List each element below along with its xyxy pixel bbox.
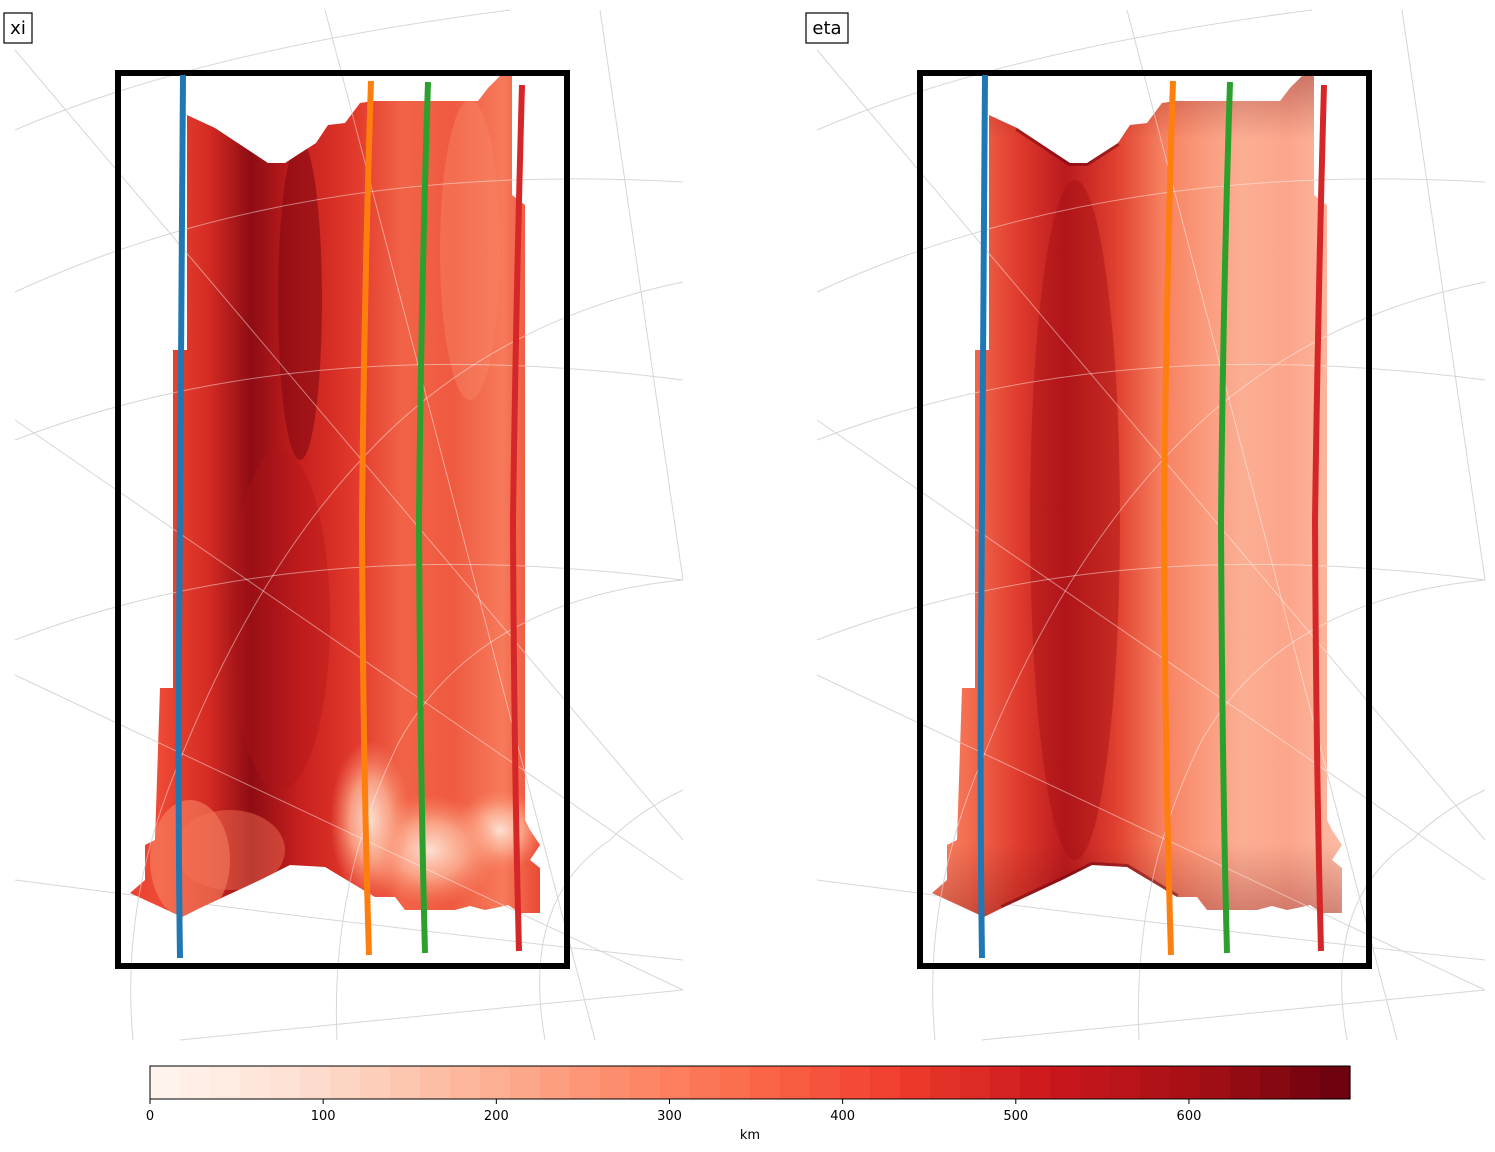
colorbar-tick-label: 200 (484, 1109, 509, 1124)
colorbar-cell (690, 1066, 721, 1099)
colorbar-cell (660, 1066, 691, 1099)
line-orange-eta (1160, 80, 1176, 956)
colorbar-cell (150, 1066, 181, 1099)
colorbar-cell (990, 1066, 1021, 1099)
line-blue-eta (977, 74, 988, 959)
colorbar-ticks: 0 100 200 300 400 500 600 (146, 1099, 1202, 1124)
colorbar-cell (360, 1066, 391, 1099)
panel-label-box-xi (3, 12, 33, 44)
colorbar-cell (900, 1066, 931, 1099)
colorbar: 0 100 200 300 400 500 600 km (146, 1065, 1351, 1143)
contour-field-eta (932, 76, 1342, 917)
contour-field-xi (130, 76, 540, 917)
colorbar-cell (480, 1066, 511, 1099)
colorbar-cell (270, 1066, 301, 1099)
colorbar-tick-label: 100 (311, 1109, 336, 1124)
colorbar-cell (630, 1066, 661, 1099)
colorbar-cell (1080, 1066, 1111, 1099)
colorbar-cell (870, 1066, 901, 1099)
colorbar-tick-label: 400 (830, 1109, 855, 1124)
colorbar-cell (930, 1066, 961, 1099)
colorbar-cell (1200, 1066, 1231, 1099)
colorbar-cell (450, 1066, 481, 1099)
panel-label-xi: xi (10, 18, 26, 39)
colorbar-cell (1110, 1066, 1141, 1099)
colorbar-cell (1320, 1066, 1351, 1099)
colorbar-cell (1290, 1066, 1321, 1099)
colorbar-cell (960, 1066, 991, 1099)
colorbar-tick-label: 600 (1177, 1109, 1202, 1124)
colorbar-cell (1020, 1066, 1051, 1099)
colorbar-cell (720, 1066, 751, 1099)
colorbar-cell (1050, 1066, 1081, 1099)
colorbar-cell (1260, 1066, 1291, 1099)
colorbar-cell (1230, 1066, 1261, 1099)
colorbar-cell (240, 1066, 271, 1099)
line-green-xi (415, 81, 431, 954)
panel-label-eta: eta (812, 18, 841, 39)
colorbar-cell (750, 1066, 781, 1099)
colorbar-cell (300, 1066, 331, 1099)
line-green-eta (1217, 81, 1233, 954)
colorbar-cell (810, 1066, 841, 1099)
panel-xi: xi (3, 9, 684, 1041)
colorbar-tick-label: 300 (657, 1109, 682, 1124)
line-orange-xi (358, 80, 374, 956)
line-blue-xi (175, 74, 186, 959)
colorbar-cell (210, 1066, 241, 1099)
colorbar-cell (420, 1066, 451, 1099)
colorbar-cell (180, 1066, 211, 1099)
colorbar-cell (1170, 1066, 1201, 1099)
colorbar-cell (390, 1066, 421, 1099)
colorbar-frame (149, 1065, 1351, 1100)
colorbar-tick-label: 500 (1003, 1109, 1028, 1124)
line-red-xi (509, 84, 525, 952)
colorbar-tick-label: 0 (146, 1109, 154, 1124)
colorbar-cell (330, 1066, 361, 1099)
colorbar-cell (1140, 1066, 1171, 1099)
boundary-box-xi (115, 70, 570, 969)
colorbar-cell (510, 1066, 541, 1099)
colorbar-cells (150, 1066, 1351, 1099)
colorbar-cell (540, 1066, 571, 1099)
colorbar-label: km (740, 1128, 760, 1143)
boundary-box-eta (917, 70, 1372, 969)
colorbar-cell (600, 1066, 631, 1099)
panel-label-box-eta (805, 12, 849, 44)
colorbar-cell (780, 1066, 811, 1099)
line-red-eta (1311, 84, 1327, 952)
colorbar-cell (570, 1066, 601, 1099)
colorbar-cell (840, 1066, 871, 1099)
panel-eta: eta (805, 9, 1486, 1041)
